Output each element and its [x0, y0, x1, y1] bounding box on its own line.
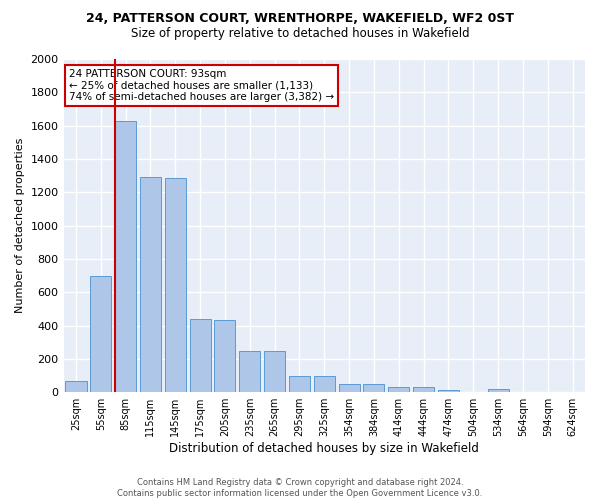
Bar — [488, 389, 509, 392]
Bar — [140, 178, 161, 392]
Bar — [314, 376, 335, 392]
Bar — [90, 276, 112, 392]
Bar — [338, 384, 359, 392]
Text: 24 PATTERSON COURT: 93sqm
← 25% of detached houses are smaller (1,133)
74% of se: 24 PATTERSON COURT: 93sqm ← 25% of detac… — [69, 69, 334, 102]
Bar — [264, 350, 285, 392]
Bar — [438, 390, 459, 392]
Bar — [165, 178, 186, 392]
Bar — [413, 387, 434, 392]
Text: 24, PATTERSON COURT, WRENTHORPE, WAKEFIELD, WF2 0ST: 24, PATTERSON COURT, WRENTHORPE, WAKEFIE… — [86, 12, 514, 26]
X-axis label: Distribution of detached houses by size in Wakefield: Distribution of detached houses by size … — [169, 442, 479, 455]
Bar — [65, 380, 86, 392]
Bar — [115, 120, 136, 392]
Bar — [239, 350, 260, 392]
Bar — [364, 384, 385, 392]
Text: Contains HM Land Registry data © Crown copyright and database right 2024.
Contai: Contains HM Land Registry data © Crown c… — [118, 478, 482, 498]
Y-axis label: Number of detached properties: Number of detached properties — [15, 138, 25, 314]
Text: Size of property relative to detached houses in Wakefield: Size of property relative to detached ho… — [131, 28, 469, 40]
Bar — [214, 320, 235, 392]
Bar — [190, 319, 211, 392]
Bar — [289, 376, 310, 392]
Bar — [388, 387, 409, 392]
